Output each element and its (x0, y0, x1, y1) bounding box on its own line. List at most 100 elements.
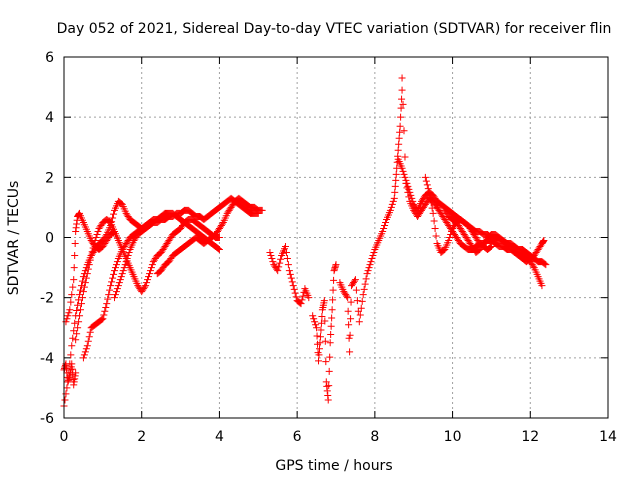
data-point (62, 390, 70, 398)
data-point (312, 321, 320, 329)
x-tick-label: 2 (137, 429, 146, 445)
data-point (313, 324, 321, 332)
data-point (80, 351, 88, 359)
data-point (69, 283, 77, 291)
data-point (398, 164, 406, 172)
data-point (332, 261, 340, 269)
data-point (147, 264, 155, 272)
data-point (215, 246, 223, 254)
data-point (276, 259, 284, 267)
data-point (99, 315, 107, 323)
data-point (395, 134, 403, 142)
data-point (113, 285, 121, 293)
data-point (363, 270, 371, 278)
data-point (325, 367, 333, 375)
data-point (390, 194, 398, 202)
tick-labels: 0 2 4 6 8 10 12 14 -6 -4 -2 0 2 4 6 (40, 50, 617, 445)
data-point (370, 249, 378, 257)
data-point (91, 237, 99, 245)
data-point (405, 193, 413, 201)
data-point (327, 331, 335, 339)
data-point (309, 312, 317, 320)
data-point (292, 293, 300, 301)
data-point (111, 264, 119, 272)
data-point (315, 357, 323, 365)
data-point (111, 294, 119, 302)
x-tick-label: 8 (370, 429, 379, 445)
data-point (367, 258, 375, 266)
data-point (107, 282, 115, 290)
data-point (318, 312, 326, 320)
data-point (445, 237, 453, 245)
data-point (94, 227, 102, 235)
data-point (71, 240, 79, 248)
data-point (105, 291, 113, 299)
x-tick-label: 0 (60, 429, 69, 445)
data-point (100, 311, 108, 319)
chart-title: Day 052 of 2021, Sidereal Day-to-day VTE… (57, 21, 612, 37)
data-point (115, 279, 123, 287)
data-point (67, 351, 75, 359)
data-point (275, 263, 283, 271)
x-tick-label: 4 (215, 429, 224, 445)
data-point (405, 185, 413, 193)
data-point (141, 283, 149, 291)
data-point (328, 306, 336, 314)
grid-lines (64, 57, 608, 418)
data-point (79, 273, 87, 281)
data-point (106, 286, 114, 294)
data-point (67, 298, 75, 306)
data-point (429, 209, 437, 217)
data-point (355, 318, 363, 326)
data-point (109, 214, 117, 222)
data-point (400, 170, 408, 178)
data-point (391, 182, 399, 190)
data-point (74, 324, 82, 332)
data-point (122, 258, 130, 266)
data-point (114, 282, 122, 290)
data-point (85, 333, 93, 341)
data-point (117, 273, 125, 281)
y-tick-label: 0 (45, 231, 54, 247)
data-point (283, 255, 291, 263)
data-point (431, 224, 439, 232)
data-point (422, 177, 430, 185)
data-point (361, 280, 369, 288)
data-point (350, 277, 358, 285)
data-point (297, 300, 305, 308)
data-point (329, 296, 337, 304)
data-point (392, 176, 400, 184)
y-axis-label: SDTVAR / TECUs (6, 181, 22, 296)
data-point (71, 252, 79, 260)
data-point (360, 285, 368, 293)
data-point (92, 234, 100, 241)
data-point (75, 318, 83, 326)
data-point (87, 252, 95, 260)
data-point (400, 127, 408, 135)
data-point (288, 278, 296, 286)
data-point (327, 322, 335, 330)
data-point (90, 240, 98, 248)
data-point (298, 296, 306, 304)
data-point (112, 261, 120, 269)
data-point (277, 255, 285, 263)
data-point (146, 267, 154, 275)
data-point (387, 203, 395, 211)
data-point (351, 276, 359, 284)
data-point (396, 122, 404, 130)
data-point (324, 396, 332, 404)
data-point (89, 244, 97, 252)
data-point (397, 104, 405, 112)
data-point (79, 354, 87, 362)
y-tick-label: 2 (45, 170, 54, 186)
data-point (72, 336, 80, 344)
data-point (143, 279, 151, 287)
data-point (109, 274, 117, 282)
data-point (214, 245, 222, 253)
data-point (391, 188, 399, 196)
data-point (76, 312, 84, 320)
data-point (328, 314, 336, 322)
data-point (110, 210, 118, 218)
data-point (123, 255, 131, 263)
data-point (80, 283, 88, 291)
